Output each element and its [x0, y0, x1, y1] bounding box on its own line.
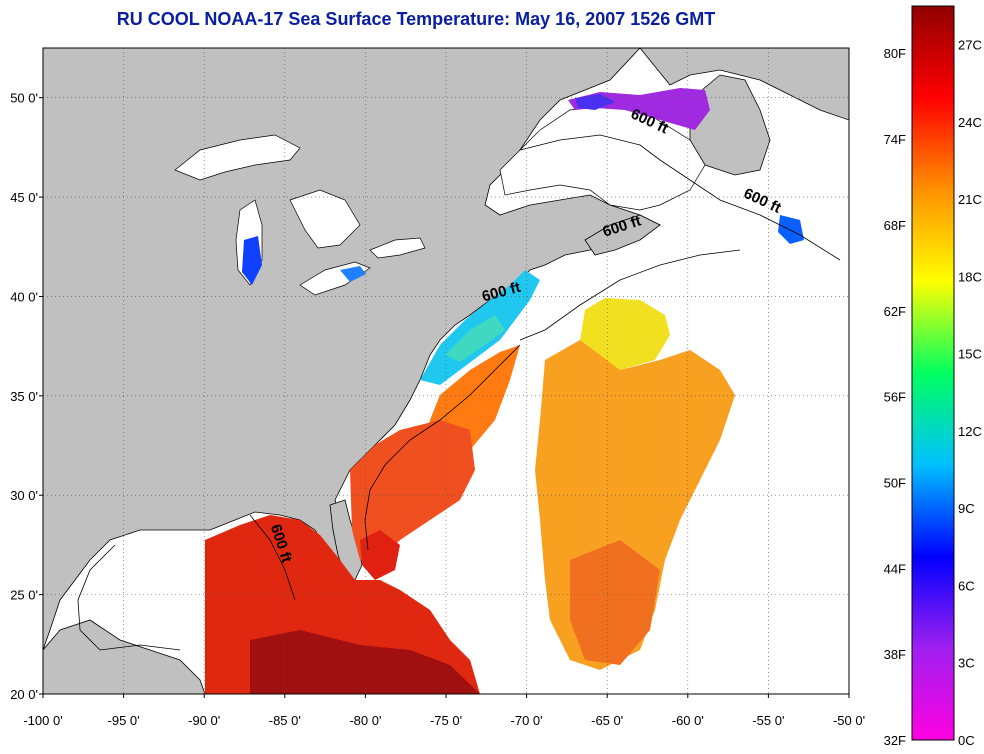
- colorbar-labels: 27C 24C 21C 18C 15C 12C 9C 6C 3C 0C 80F 74F 68F 62F 56…: [884, 38, 982, 748]
- colorbar-scale: [911, 5, 955, 741]
- lon-tick-label: -90 0': [188, 713, 220, 728]
- sst-lake-erie: [340, 266, 366, 282]
- colorbar-fahrenheit-label: 44F: [884, 561, 906, 576]
- sst-shelf-teal: [445, 315, 505, 362]
- lake-superior: [174, 134, 301, 181]
- isobath-600ft-east: [519, 249, 741, 341]
- lon-tick-label: -65 0': [591, 713, 623, 728]
- sst-lake-michigan: [242, 236, 262, 285]
- lat-tick-label: 35 0': [10, 389, 38, 404]
- lake-ontario: [369, 237, 426, 259]
- map-title: RU COOL NOAA-17 Sea Surface Temperature:…: [116, 9, 716, 29]
- sst-south-atlantic-bight: [350, 420, 475, 560]
- lon-tick-label: -50 0': [833, 713, 865, 728]
- sst-st-lawrence-blue: [575, 94, 615, 110]
- colorbar-celsius-label: 24C: [958, 115, 982, 130]
- colorbar-fahrenheit-label: 68F: [884, 218, 906, 233]
- isobath-600ft-gulf-west: [77, 544, 181, 651]
- sst-caribbean-dark: [250, 630, 480, 694]
- isobath-600ft-southeast: [364, 344, 521, 551]
- colorbar-celsius-label: 3C: [958, 656, 975, 671]
- colorbar-celsius-label: 15C: [958, 347, 982, 362]
- isobath-600ft-north: [519, 134, 841, 261]
- lat-tick-label: 25 0': [10, 588, 38, 603]
- lat-tick-label: 40 0': [10, 289, 38, 304]
- colorbar-fahrenheit-label: 38F: [884, 647, 906, 662]
- colorbar-fahrenheit-label: 62F: [884, 304, 906, 319]
- land-nova-scotia: [584, 214, 661, 256]
- lon-tick-label: -75 0': [430, 713, 462, 728]
- colorbar-celsius-label: 6C: [958, 578, 975, 593]
- colorbar-fahrenheit-label: 50F: [884, 475, 906, 490]
- lon-tick-label: -55 0': [752, 713, 784, 728]
- colorbar-celsius-label: 21C: [958, 192, 982, 207]
- land-mexico: [43, 619, 206, 694]
- colorbar-fahrenheit-label: 74F: [884, 132, 906, 147]
- colorbar-fahrenheit-label: 56F: [884, 390, 906, 405]
- lon-tick-label: -85 0': [269, 713, 301, 728]
- lon-tick-label: -80 0': [349, 713, 381, 728]
- lon-tick-label: -60 0': [672, 713, 704, 728]
- lon-tick-label: -95 0': [108, 713, 140, 728]
- sst-gulf-maine: [778, 215, 804, 244]
- colorbar-celsius-label: 12C: [958, 424, 982, 439]
- colorbar-celsius-label: 18C: [958, 269, 982, 284]
- lat-tick-label: 45 0': [10, 190, 38, 205]
- colorbar-celsius-label: 27C: [958, 38, 982, 53]
- sst-gulf-stream-red: [360, 530, 400, 580]
- land-labrador: [639, 48, 849, 121]
- colorbar-celsius-label: 9C: [958, 501, 975, 516]
- lake-huron: [289, 189, 361, 249]
- colorbar-fahrenheit-label: 80F: [884, 46, 906, 61]
- lat-tick-label: 20 0': [10, 687, 38, 702]
- colorbar-fahrenheit-label: 32F: [884, 733, 906, 748]
- lon-tick-label: -70 0': [511, 713, 543, 728]
- axis-ticks: -100 0' -95 0' -90 0' -85 0' -80 0' -75 0' -70…: [10, 91, 865, 728]
- sst-offshore-yellow: [580, 298, 670, 370]
- colorbar-celsius-label: 0C: [958, 733, 975, 748]
- isobath-600ft-gulf: [249, 514, 296, 601]
- lon-tick-label: -100 0': [23, 713, 62, 728]
- lat-tick-label: 30 0': [10, 488, 38, 503]
- sst-offshore-orange: [570, 540, 660, 665]
- land-florida: [329, 499, 363, 581]
- land-north-america: [43, 48, 661, 651]
- lat-tick-label: 50 0': [10, 91, 38, 106]
